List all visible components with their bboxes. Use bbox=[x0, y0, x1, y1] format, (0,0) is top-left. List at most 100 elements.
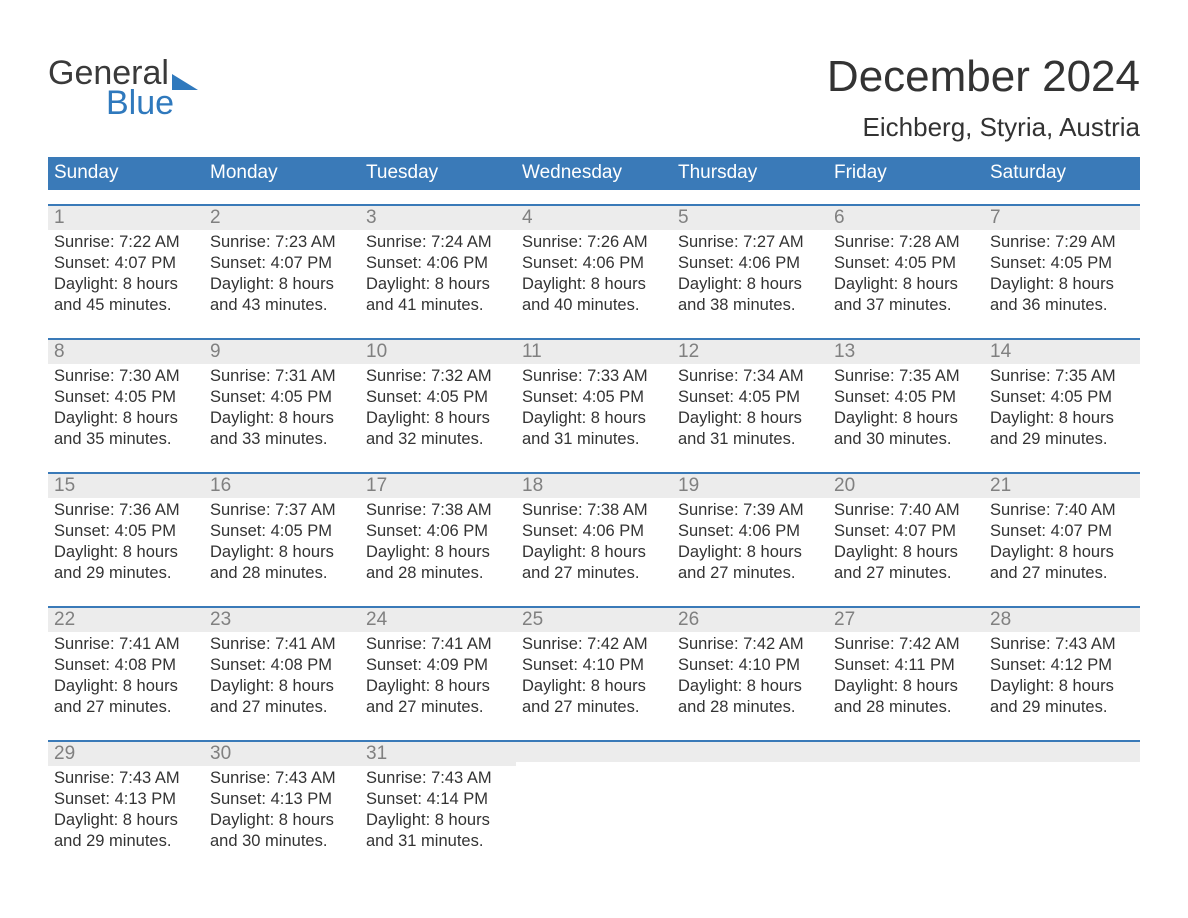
sunset-value: 4:06 PM bbox=[427, 522, 488, 540]
sunrise-value: 7:41 AM bbox=[275, 635, 336, 653]
sunrise-line: Sunrise: 7:24 AM bbox=[366, 232, 510, 253]
sunrise-label: Sunrise: bbox=[54, 769, 115, 787]
day-cell: 1Sunrise: 7:22 AMSunset: 4:07 PMDaylight… bbox=[48, 206, 204, 324]
day-number: 26 bbox=[678, 609, 699, 630]
day-number: 20 bbox=[834, 475, 855, 496]
sunset-line: Sunset: 4:05 PM bbox=[210, 521, 354, 542]
sunset-line: Sunset: 4:10 PM bbox=[522, 655, 666, 676]
sunset-line: Sunset: 4:06 PM bbox=[366, 521, 510, 542]
day-cell: 10Sunrise: 7:32 AMSunset: 4:05 PMDayligh… bbox=[360, 340, 516, 458]
sunrise-label: Sunrise: bbox=[366, 501, 427, 519]
sunset-line: Sunset: 4:05 PM bbox=[834, 253, 978, 274]
day-body: Sunrise: 7:41 AMSunset: 4:08 PMDaylight:… bbox=[48, 632, 204, 718]
daylight-label: Daylight: bbox=[210, 811, 274, 829]
dow-cell: Saturday bbox=[984, 157, 1140, 190]
day-number: 3 bbox=[366, 207, 377, 228]
dow-cell: Friday bbox=[828, 157, 984, 190]
sunset-label: Sunset: bbox=[210, 656, 266, 674]
sunrise-label: Sunrise: bbox=[990, 367, 1051, 385]
sunrise-label: Sunrise: bbox=[522, 367, 583, 385]
sunrise-value: 7:35 AM bbox=[899, 367, 960, 385]
daylight-label: Daylight: bbox=[678, 677, 742, 695]
sunrise-label: Sunrise: bbox=[678, 233, 739, 251]
day-cell: 19Sunrise: 7:39 AMSunset: 4:06 PMDayligh… bbox=[672, 474, 828, 592]
sunset-line: Sunset: 4:13 PM bbox=[54, 789, 198, 810]
day-number-row: 3 bbox=[360, 206, 516, 230]
title-block: December 2024 Eichberg, Styria, Austria bbox=[827, 30, 1140, 143]
sunrise-label: Sunrise: bbox=[366, 367, 427, 385]
sunset-value: 4:13 PM bbox=[115, 790, 176, 808]
daylight-line: Daylight: 8 hours and 27 minutes. bbox=[210, 676, 354, 718]
dow-cell: Sunday bbox=[48, 157, 204, 190]
sunset-line: Sunset: 4:05 PM bbox=[522, 387, 666, 408]
day-number-row: 14 bbox=[984, 340, 1140, 364]
day-number: 1 bbox=[54, 207, 65, 228]
day-number-row: 17 bbox=[360, 474, 516, 498]
day-body: Sunrise: 7:38 AMSunset: 4:06 PMDaylight:… bbox=[360, 498, 516, 584]
sunset-value: 4:14 PM bbox=[427, 790, 488, 808]
sunrise-value: 7:34 AM bbox=[743, 367, 804, 385]
sunrise-label: Sunrise: bbox=[834, 367, 895, 385]
day-number-row: 4 bbox=[516, 206, 672, 230]
day-cell: 20Sunrise: 7:40 AMSunset: 4:07 PMDayligh… bbox=[828, 474, 984, 592]
sunset-label: Sunset: bbox=[990, 388, 1046, 406]
day-body: Sunrise: 7:23 AMSunset: 4:07 PMDaylight:… bbox=[204, 230, 360, 316]
sunrise-line: Sunrise: 7:38 AM bbox=[522, 500, 666, 521]
sunrise-line: Sunrise: 7:31 AM bbox=[210, 366, 354, 387]
location-text: Eichberg, Styria, Austria bbox=[827, 112, 1140, 143]
week-row: 29Sunrise: 7:43 AMSunset: 4:13 PMDayligh… bbox=[48, 740, 1140, 860]
sunset-line: Sunset: 4:07 PM bbox=[834, 521, 978, 542]
daylight-line: Daylight: 8 hours and 29 minutes. bbox=[54, 542, 198, 584]
sunrise-line: Sunrise: 7:27 AM bbox=[678, 232, 822, 253]
day-number: 6 bbox=[834, 207, 845, 228]
day-cell bbox=[828, 742, 984, 860]
day-cell: 29Sunrise: 7:43 AMSunset: 4:13 PMDayligh… bbox=[48, 742, 204, 860]
daylight-line: Daylight: 8 hours and 31 minutes. bbox=[522, 408, 666, 450]
sunrise-line: Sunrise: 7:35 AM bbox=[834, 366, 978, 387]
calendar-grid: SundayMondayTuesdayWednesdayThursdayFrid… bbox=[48, 157, 1140, 860]
sunset-label: Sunset: bbox=[210, 522, 266, 540]
sunset-label: Sunset: bbox=[990, 254, 1046, 272]
sunrise-label: Sunrise: bbox=[210, 367, 271, 385]
day-number: 25 bbox=[522, 609, 543, 630]
sunrise-line: Sunrise: 7:32 AM bbox=[366, 366, 510, 387]
sunset-line: Sunset: 4:05 PM bbox=[678, 387, 822, 408]
day-cell: 17Sunrise: 7:38 AMSunset: 4:06 PMDayligh… bbox=[360, 474, 516, 592]
day-number: 7 bbox=[990, 207, 1001, 228]
sunset-value: 4:05 PM bbox=[1051, 254, 1112, 272]
sunrise-line: Sunrise: 7:39 AM bbox=[678, 500, 822, 521]
sunrise-label: Sunrise: bbox=[522, 233, 583, 251]
sunrise-line: Sunrise: 7:42 AM bbox=[522, 634, 666, 655]
day-number-row: 18 bbox=[516, 474, 672, 498]
sunset-line: Sunset: 4:05 PM bbox=[54, 387, 198, 408]
daylight-label: Daylight: bbox=[366, 543, 430, 561]
day-number-row: 22 bbox=[48, 608, 204, 632]
day-number-row: 28 bbox=[984, 608, 1140, 632]
day-number-row: 12 bbox=[672, 340, 828, 364]
sunrise-value: 7:43 AM bbox=[275, 769, 336, 787]
day-body: Sunrise: 7:41 AMSunset: 4:08 PMDaylight:… bbox=[204, 632, 360, 718]
sunset-line: Sunset: 4:07 PM bbox=[54, 253, 198, 274]
sunset-label: Sunset: bbox=[834, 522, 890, 540]
daylight-line: Daylight: 8 hours and 33 minutes. bbox=[210, 408, 354, 450]
day-body: Sunrise: 7:28 AMSunset: 4:05 PMDaylight:… bbox=[828, 230, 984, 316]
day-number-row-empty bbox=[516, 742, 672, 762]
day-number: 28 bbox=[990, 609, 1011, 630]
sunset-value: 4:07 PM bbox=[895, 522, 956, 540]
sunrise-line: Sunrise: 7:26 AM bbox=[522, 232, 666, 253]
day-number: 9 bbox=[210, 341, 221, 362]
sunrise-line: Sunrise: 7:38 AM bbox=[366, 500, 510, 521]
sunset-label: Sunset: bbox=[990, 522, 1046, 540]
daylight-line: Daylight: 8 hours and 40 minutes. bbox=[522, 274, 666, 316]
daylight-line: Daylight: 8 hours and 27 minutes. bbox=[678, 542, 822, 584]
daylight-label: Daylight: bbox=[522, 275, 586, 293]
day-body: Sunrise: 7:36 AMSunset: 4:05 PMDaylight:… bbox=[48, 498, 204, 584]
daylight-label: Daylight: bbox=[522, 677, 586, 695]
daylight-label: Daylight: bbox=[990, 409, 1054, 427]
sunset-value: 4:06 PM bbox=[739, 254, 800, 272]
sunset-value: 4:07 PM bbox=[115, 254, 176, 272]
day-number: 5 bbox=[678, 207, 689, 228]
day-number-row: 10 bbox=[360, 340, 516, 364]
sunrise-line: Sunrise: 7:43 AM bbox=[366, 768, 510, 789]
sunrise-value: 7:40 AM bbox=[1055, 501, 1116, 519]
